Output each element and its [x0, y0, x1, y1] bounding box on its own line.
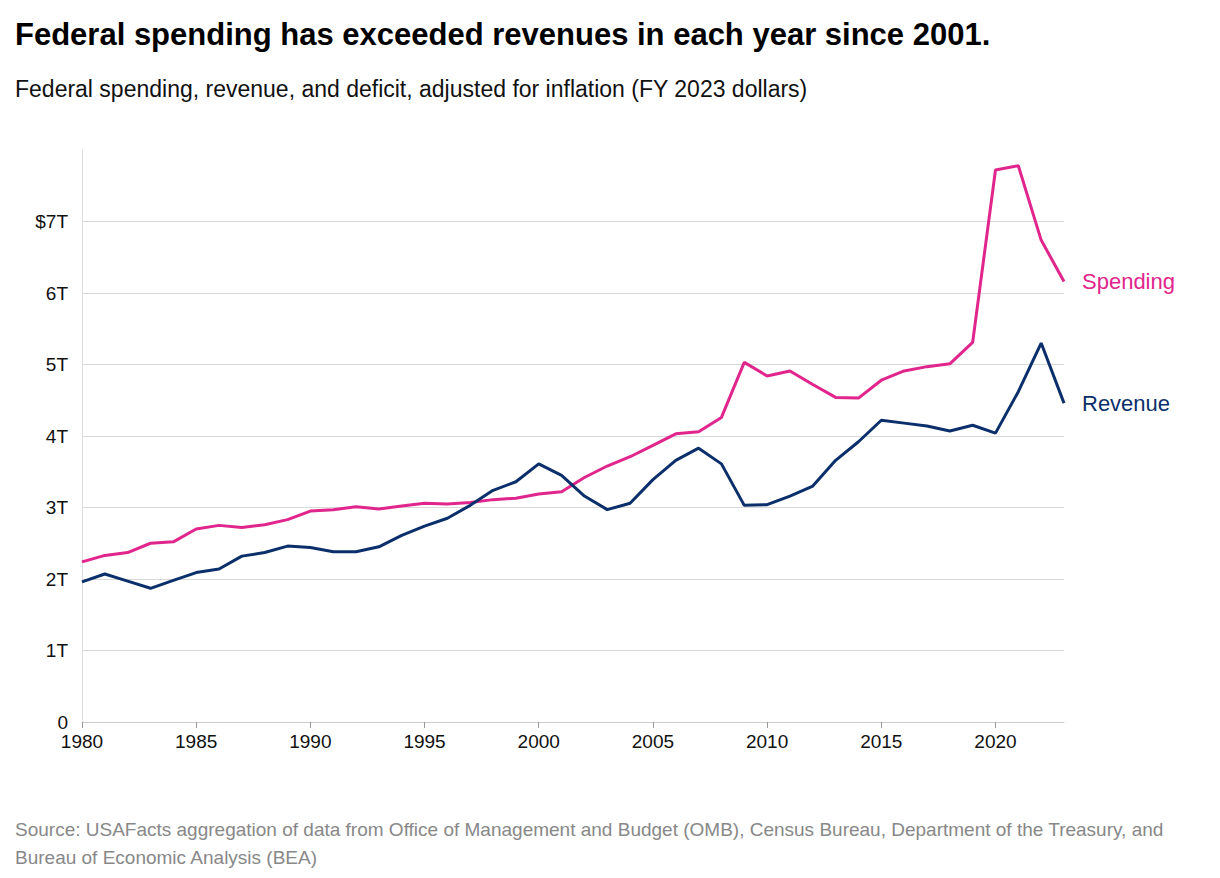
svg-text:2015: 2015: [860, 731, 902, 752]
svg-text:2010: 2010: [746, 731, 788, 752]
svg-text:2000: 2000: [518, 731, 560, 752]
svg-text:Source: USAFacts aggregation o: Source: USAFacts aggregation of data fro…: [15, 819, 1169, 840]
svg-text:Federal spending has exceeded: Federal spending has exceeded revenues i…: [15, 17, 990, 52]
svg-text:2020: 2020: [974, 731, 1016, 752]
svg-text:6T: 6T: [46, 283, 69, 304]
svg-text:2005: 2005: [632, 731, 674, 752]
svg-text:Spending: Spending: [1082, 269, 1175, 294]
svg-text:$7T: $7T: [35, 211, 68, 232]
svg-text:1985: 1985: [175, 731, 217, 752]
svg-text:4T: 4T: [46, 426, 69, 447]
svg-text:Revenue: Revenue: [1082, 391, 1170, 416]
svg-text:0: 0: [57, 712, 68, 733]
svg-text:1995: 1995: [403, 731, 445, 752]
svg-text:Federal spending, revenue, and: Federal spending, revenue, and deficit, …: [15, 76, 807, 102]
svg-text:1990: 1990: [289, 731, 331, 752]
svg-text:1980: 1980: [61, 731, 103, 752]
svg-text:Bureau of Economic Analysis (B: Bureau of Economic Analysis (BEA): [15, 847, 317, 868]
svg-text:3T: 3T: [46, 497, 69, 518]
svg-text:2T: 2T: [46, 569, 69, 590]
svg-text:5T: 5T: [46, 354, 69, 375]
svg-text:1T: 1T: [46, 640, 69, 661]
